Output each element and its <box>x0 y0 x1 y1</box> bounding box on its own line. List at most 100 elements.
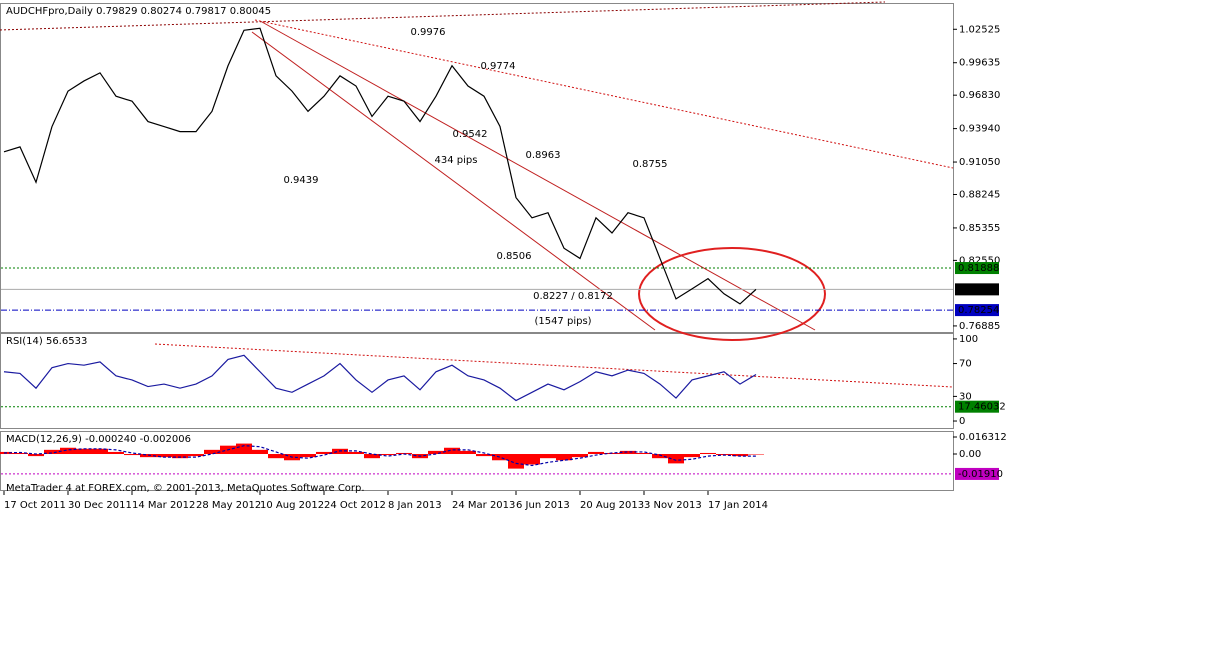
x-tick-label: 6 Jun 2013 <box>516 500 570 511</box>
level-label: 0.78254 <box>958 305 999 316</box>
level-label: 0.81888 <box>958 263 999 274</box>
histogram-bar <box>540 454 556 459</box>
histogram-bar <box>668 454 684 464</box>
annotation: 0.9542 <box>453 129 488 140</box>
level-label: -0.01910 <box>958 469 1003 480</box>
x-tick-label: 30 Dec 2011 <box>68 500 132 511</box>
y-tick-label: 0.96830 <box>959 90 1000 101</box>
histogram-bar <box>364 454 380 459</box>
y-tick-label: 0.85355 <box>959 223 1000 234</box>
rsi-trend-line <box>154 343 954 388</box>
annotation: 0.8963 <box>526 150 561 161</box>
x-tick-label: 14 Mar 2012 <box>132 500 195 511</box>
annotation: 0.8755 <box>633 159 668 170</box>
rsi-line <box>3 354 757 402</box>
x-tick-label: 28 May 2012 <box>196 500 261 511</box>
histogram-bar <box>508 454 524 469</box>
channel-line <box>261 21 816 331</box>
x-tick-label: 3 Nov 2013 <box>644 500 702 511</box>
pane-title: RSI(14) 56.6533 <box>6 336 87 347</box>
histogram-bar <box>60 447 76 455</box>
histogram-bar <box>588 451 604 455</box>
annotation: (1547 pips) <box>534 316 591 327</box>
histogram-bar <box>620 450 636 455</box>
level-label-box <box>955 283 999 296</box>
histogram-bar <box>300 454 316 458</box>
price-line <box>3 27 757 305</box>
signal-line <box>3 445 756 467</box>
macd-pane <box>0 431 954 491</box>
histogram-bar <box>92 448 108 455</box>
channel-line <box>251 31 656 331</box>
level-label-box <box>955 400 999 413</box>
pane-title: MACD(12,26,9) -0.000240 -0.002006 <box>6 434 191 445</box>
x-tick-label: 20 Aug 2013 <box>580 500 644 511</box>
histogram-bar <box>684 454 700 458</box>
histogram-bar <box>700 452 716 455</box>
histogram-bar <box>524 454 540 465</box>
histogram-bar <box>108 451 124 455</box>
histogram-bar <box>444 447 460 455</box>
level-label-box <box>955 467 999 480</box>
trend-line <box>254 19 954 169</box>
y-tick-label: 100 <box>959 334 978 345</box>
histogram-bar <box>76 448 92 455</box>
histogram-bar <box>172 454 188 459</box>
y-tick-label: 1.02525 <box>959 24 1000 35</box>
level-label-box <box>955 304 999 317</box>
y-tick-label: 0.99635 <box>959 58 1000 69</box>
histogram-bar <box>28 454 44 457</box>
rsi-pane <box>0 333 954 429</box>
price-pane <box>0 3 954 333</box>
annotation: 0.9774 <box>481 61 516 72</box>
histogram-bar <box>252 449 268 455</box>
histogram-bar <box>188 454 204 457</box>
histogram-bar <box>476 454 492 457</box>
pane-title: AUDCHFpro,Daily 0.79829 0.80274 0.79817 … <box>6 6 271 17</box>
x-tick-label: 24 Mar 2013 <box>452 500 515 511</box>
histogram-bar <box>748 454 764 455</box>
annotation: 0.8506 <box>497 251 532 262</box>
histogram-bar <box>156 454 172 458</box>
histogram-bar <box>140 454 156 458</box>
level-label: 0.80045 <box>958 284 999 295</box>
histogram-bar <box>204 449 220 455</box>
histogram-bar <box>732 454 748 457</box>
histogram-bar <box>636 452 652 455</box>
histogram-bar <box>380 454 396 456</box>
histogram-bar <box>236 443 252 455</box>
y-tick-label: 0.88245 <box>959 189 1000 200</box>
x-tick-label: 8 Jan 2013 <box>388 500 442 511</box>
annotation: 0.9439 <box>284 175 319 186</box>
histogram-bar <box>12 452 28 455</box>
level-label: 17.46032 <box>958 402 1006 413</box>
x-tick-label: 17 Oct 2011 <box>4 500 66 511</box>
y-tick-label: 0.016312 <box>959 432 1007 443</box>
copyright: MetaTrader 4 at FOREX.com, © 2001-2013, … <box>6 483 365 494</box>
y-tick-label: 30 <box>959 391 972 402</box>
y-tick-label: 0.76885 <box>959 321 1000 332</box>
y-tick-label: 0 <box>959 416 965 427</box>
y-tick-label: 0.82550 <box>959 255 1000 266</box>
y-tick-label: 0.93940 <box>959 124 1000 135</box>
trend-line <box>0 1 886 31</box>
histogram-bar <box>44 449 60 455</box>
level-label-box <box>955 262 999 275</box>
histogram-bar <box>348 451 364 455</box>
annotation: 434 pips <box>435 155 478 166</box>
histogram-bar <box>492 454 508 461</box>
x-tick-label: 10 Aug 2012 <box>260 500 324 511</box>
x-tick-label: 17 Jan 2014 <box>708 500 768 511</box>
y-tick-label: 0.00 <box>959 449 981 460</box>
histogram-bar <box>460 450 476 455</box>
x-tick-label: 24 Oct 2012 <box>324 500 386 511</box>
histogram-bar <box>572 454 588 458</box>
annotation: 0.8227 / 0.8172 <box>533 291 613 302</box>
histogram-bar <box>124 454 140 456</box>
histogram-bar <box>316 451 332 455</box>
highlight-ellipse <box>638 247 826 341</box>
annotation: 0.9976 <box>411 27 446 38</box>
histogram-bar <box>428 450 444 455</box>
histogram-bar <box>652 454 668 459</box>
